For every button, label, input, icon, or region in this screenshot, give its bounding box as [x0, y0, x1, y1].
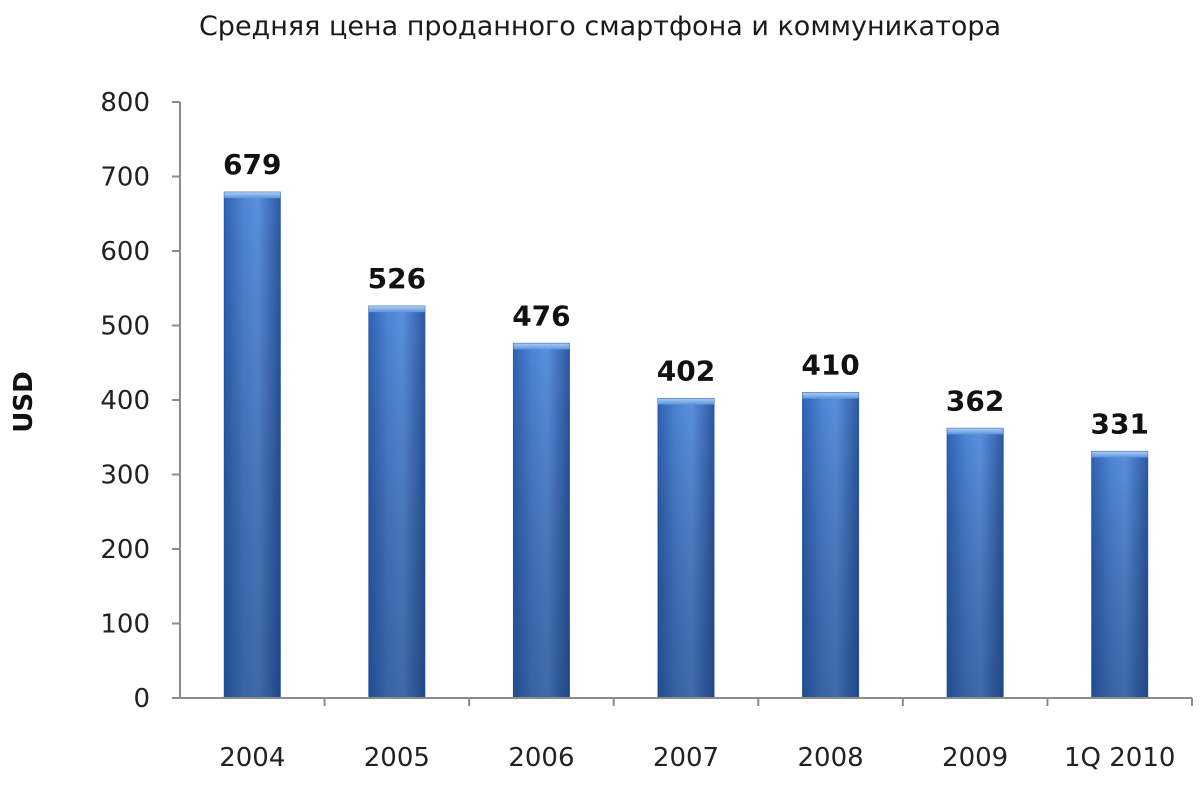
bar-cap [1091, 451, 1148, 458]
data-label: 476 [512, 299, 570, 332]
data-label: 410 [801, 349, 859, 382]
bar-2008 [802, 392, 860, 699]
y-tick-label: 100 [100, 610, 150, 640]
data-label: 679 [223, 148, 281, 181]
bar-cap [368, 306, 425, 313]
x-tick-label: 1Q 2010 [1064, 743, 1175, 773]
bar-cap [947, 428, 1004, 435]
x-tick-label: 2004 [219, 743, 285, 773]
y-axis-title: USD [9, 371, 39, 432]
bar-shade [224, 192, 281, 698]
x-tick-label: 2005 [364, 743, 430, 773]
bar-shade [802, 392, 859, 698]
x-tick-label: 2009 [942, 743, 1008, 773]
y-tick-label: 500 [100, 312, 150, 342]
data-label: 331 [1090, 407, 1148, 440]
y-tick-label: 300 [100, 461, 150, 491]
bar-2007 [657, 398, 715, 699]
y-tick-label: 0 [133, 684, 150, 714]
bar-shade [368, 306, 425, 698]
bar-shade [513, 343, 570, 698]
bar-2005 [368, 305, 426, 699]
bars-group: 679 526 476 402 410 362 331 [223, 148, 1149, 699]
y-tick-label: 800 [100, 88, 150, 118]
bar-shade [1091, 451, 1148, 698]
x-tick-label: 2007 [653, 743, 719, 773]
x-axis-ticks: 2004 2005 2006 2007 2008 2009 1Q 2010 [219, 698, 1193, 773]
bar-cap [224, 192, 281, 199]
bar-2004 [223, 191, 281, 699]
y-axis-ticks: 0 100 200 300 400 500 600 700 800 [100, 88, 180, 714]
y-tick-label: 700 [100, 163, 150, 193]
bar-cap [658, 398, 714, 405]
bar-cap [513, 343, 570, 350]
data-label: 402 [657, 355, 715, 388]
bar-2006 [512, 342, 570, 699]
data-label: 526 [368, 262, 426, 295]
y-tick-label: 600 [100, 237, 150, 267]
bar-cap [802, 392, 859, 399]
chart-title: Средняя цена проданного смартфона и комм… [199, 11, 1001, 42]
bar-1q-2010 [1091, 450, 1149, 699]
data-label: 362 [946, 384, 1004, 417]
bar-shade [947, 428, 1004, 698]
bar-shade [658, 398, 714, 698]
y-tick-label: 400 [100, 386, 150, 416]
x-tick-label: 2006 [508, 743, 574, 773]
bar-2009 [946, 427, 1004, 699]
x-tick-label: 2008 [797, 743, 863, 773]
y-tick-label: 200 [100, 535, 150, 565]
